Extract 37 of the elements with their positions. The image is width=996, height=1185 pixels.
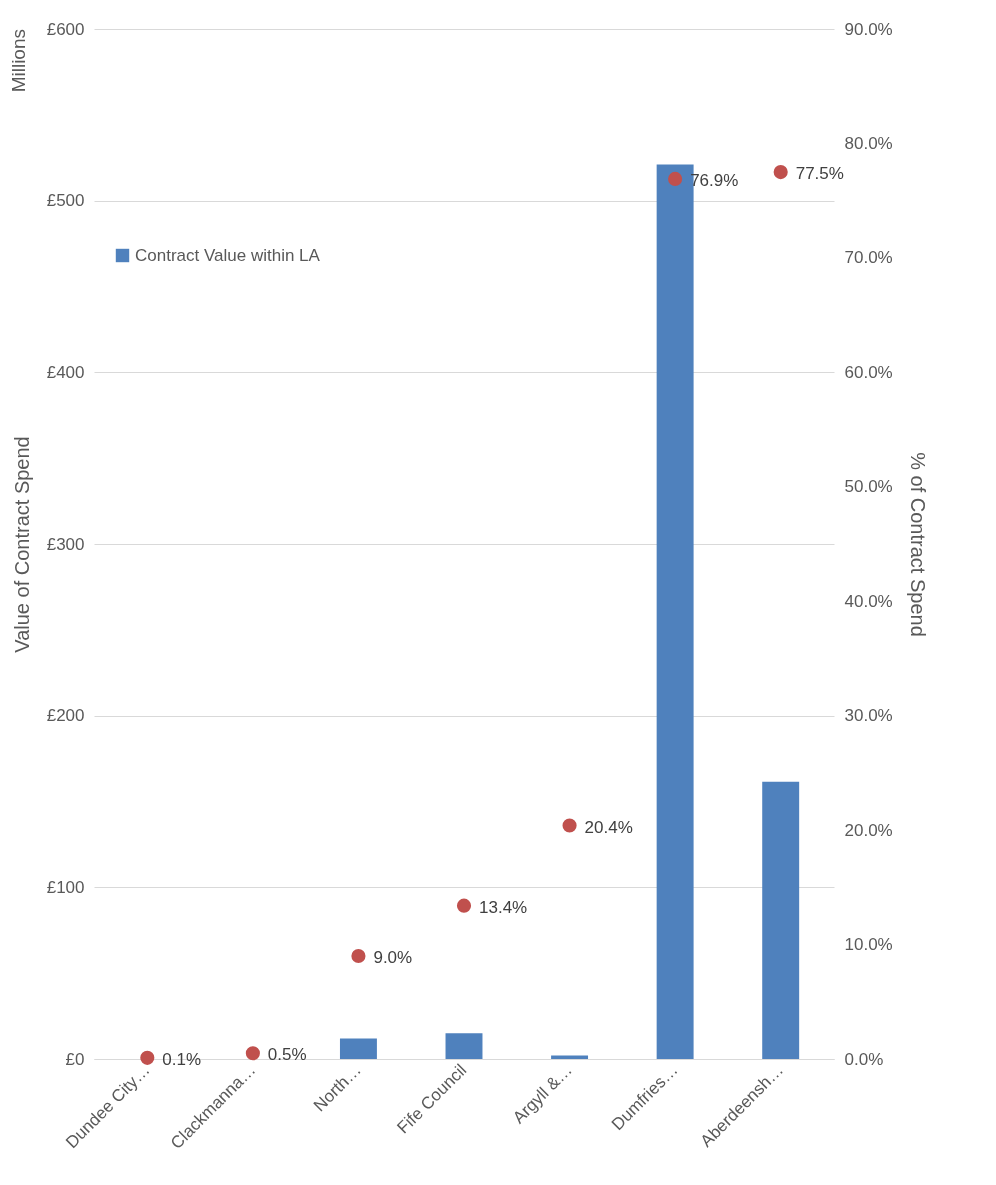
data-label: 9.0% [373, 948, 413, 967]
y-tick-label: £100 [46, 877, 85, 897]
y-tick-label: £300 [46, 534, 85, 554]
y-tick-label: £200 [46, 706, 85, 726]
y-tick-label: £0 [65, 1049, 85, 1069]
point [245, 1046, 260, 1061]
y-axis-title: Value of Contract Spend [10, 436, 33, 653]
text: Millions [8, 29, 29, 93]
y-tick-label: £400 [46, 362, 85, 382]
data-label: 13.4% [479, 897, 528, 917]
y2-axis-title: % of Contract Spend [906, 452, 929, 637]
y2-tick-label: 60.0% [844, 362, 893, 382]
bar [339, 1038, 377, 1059]
point [562, 818, 577, 833]
bar [762, 781, 800, 1059]
y-tick-label: £500 [46, 191, 85, 211]
data-label: 0.1% [162, 1049, 202, 1069]
data-label: 20.4% [584, 817, 633, 837]
point [456, 898, 472, 913]
bar [445, 1033, 483, 1059]
y2-tick-label: 40.0% [844, 591, 893, 611]
point [140, 1050, 155, 1065]
data-label: 77.5% [795, 164, 844, 184]
point [351, 948, 366, 964]
y2-tick-label: 90.0% [844, 19, 893, 39]
point [773, 165, 788, 180]
y2-tick-label: 70.0% [844, 248, 893, 268]
y2-tick-label: 20.0% [844, 820, 893, 840]
legend-label: Contract Value within LA [135, 245, 321, 265]
y2-tick-label: 10.0% [844, 935, 893, 955]
data-label: 0.5% [267, 1045, 307, 1065]
point [668, 171, 683, 186]
y-tick-label: £600 [46, 19, 85, 39]
y2-tick-label: 0.0% [844, 1049, 884, 1069]
y2-tick-label: 80.0% [844, 133, 893, 153]
y2-tick-label: 30.0% [844, 706, 893, 726]
y2-tick-label: 50.0% [844, 477, 893, 497]
